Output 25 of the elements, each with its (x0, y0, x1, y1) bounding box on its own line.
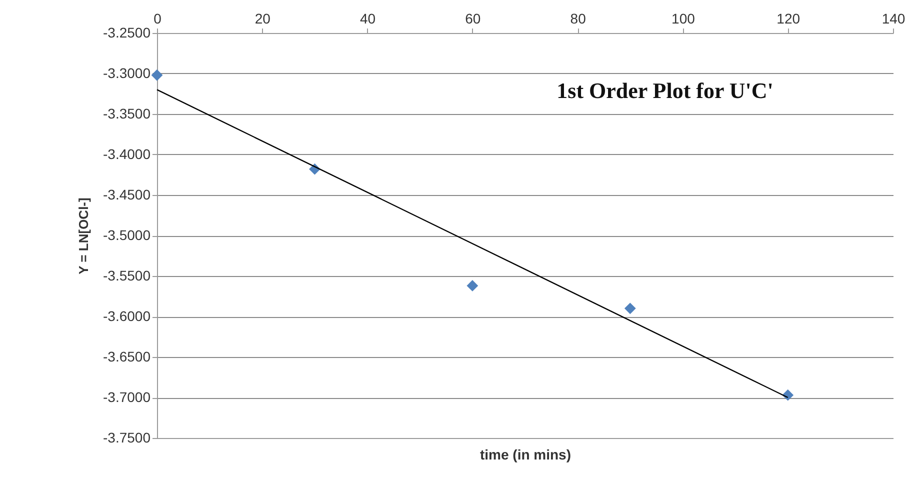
x-tick-label: 0 (154, 10, 162, 26)
y-tick-label: -3.3000 (103, 65, 151, 81)
x-tick-label: 140 (882, 10, 906, 26)
x-tick-label: 80 (570, 10, 586, 26)
y-tick-label: -3.4500 (103, 186, 151, 202)
text: 1st Order Plot for U'C' (556, 78, 774, 103)
x-tick-label: 100 (672, 10, 696, 26)
y-tick-label: -3.5000 (103, 227, 151, 243)
y-tick-label: -3.6500 (103, 348, 151, 364)
y-tick-label: -3.6000 (103, 308, 151, 324)
y-tick-label: -3.3500 (103, 106, 151, 122)
y-tick-label: -3.4000 (103, 146, 151, 162)
point (151, 69, 163, 81)
point (624, 302, 636, 314)
x-axis-title: time (in mins) (480, 446, 572, 462)
x-tick-label: 120 (776, 10, 800, 26)
y-axis-title: Y = LN[OCl-] (76, 198, 92, 274)
point (466, 280, 478, 292)
y-tick-label: -3.7500 (103, 430, 151, 446)
x-tick-label: 40 (360, 10, 376, 26)
x-tick-label: 60 (465, 10, 481, 26)
x-tick-label: 20 (254, 10, 271, 26)
y-tick-label: -3.2500 (103, 24, 151, 40)
y-tick-label: -3.5500 (103, 268, 151, 284)
y-tick-label: -3.7000 (103, 389, 151, 405)
